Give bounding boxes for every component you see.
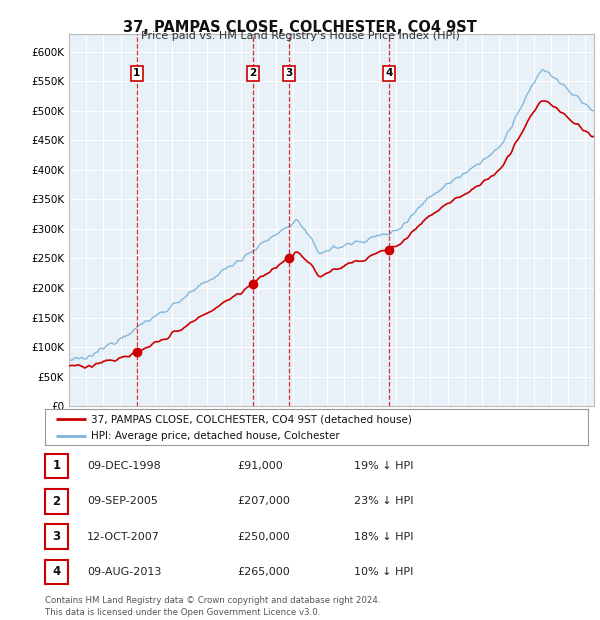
Text: £91,000: £91,000 [237, 461, 283, 471]
Text: £250,000: £250,000 [237, 531, 290, 542]
Text: 09-DEC-1998: 09-DEC-1998 [87, 461, 161, 471]
Text: 4: 4 [52, 565, 61, 578]
Text: 3: 3 [286, 68, 293, 78]
Text: 19% ↓ HPI: 19% ↓ HPI [354, 461, 413, 471]
Text: 37, PAMPAS CLOSE, COLCHESTER, CO4 9ST: 37, PAMPAS CLOSE, COLCHESTER, CO4 9ST [123, 20, 477, 35]
Text: 12-OCT-2007: 12-OCT-2007 [87, 531, 160, 542]
Text: Contains HM Land Registry data © Crown copyright and database right 2024.
This d: Contains HM Land Registry data © Crown c… [45, 596, 380, 617]
Text: 2: 2 [52, 495, 61, 508]
Text: 2: 2 [250, 68, 257, 78]
Text: 09-SEP-2005: 09-SEP-2005 [87, 496, 158, 507]
Text: 1: 1 [133, 68, 140, 78]
Text: £207,000: £207,000 [237, 496, 290, 507]
Text: Price paid vs. HM Land Registry's House Price Index (HPI): Price paid vs. HM Land Registry's House … [140, 31, 460, 41]
Text: 4: 4 [385, 68, 393, 78]
Text: 1: 1 [52, 459, 61, 472]
Text: 37, PAMPAS CLOSE, COLCHESTER, CO4 9ST (detached house): 37, PAMPAS CLOSE, COLCHESTER, CO4 9ST (d… [91, 414, 412, 424]
Text: 09-AUG-2013: 09-AUG-2013 [87, 567, 161, 577]
Text: 23% ↓ HPI: 23% ↓ HPI [354, 496, 413, 507]
Text: £265,000: £265,000 [237, 567, 290, 577]
Text: 3: 3 [52, 530, 61, 543]
Text: 18% ↓ HPI: 18% ↓ HPI [354, 531, 413, 542]
Text: HPI: Average price, detached house, Colchester: HPI: Average price, detached house, Colc… [91, 431, 340, 441]
Text: 10% ↓ HPI: 10% ↓ HPI [354, 567, 413, 577]
